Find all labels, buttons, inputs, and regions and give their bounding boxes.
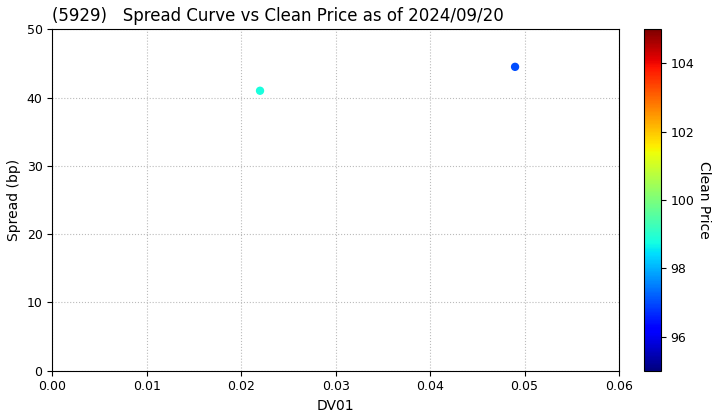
Text: (5929)   Spread Curve vs Clean Price as of 2024/09/20: (5929) Spread Curve vs Clean Price as of… xyxy=(53,7,504,25)
X-axis label: DV01: DV01 xyxy=(317,399,354,413)
Y-axis label: Spread (bp): Spread (bp) xyxy=(7,159,21,241)
Point xyxy=(509,63,521,70)
Y-axis label: Clean Price: Clean Price xyxy=(697,161,711,239)
Point xyxy=(254,87,266,94)
